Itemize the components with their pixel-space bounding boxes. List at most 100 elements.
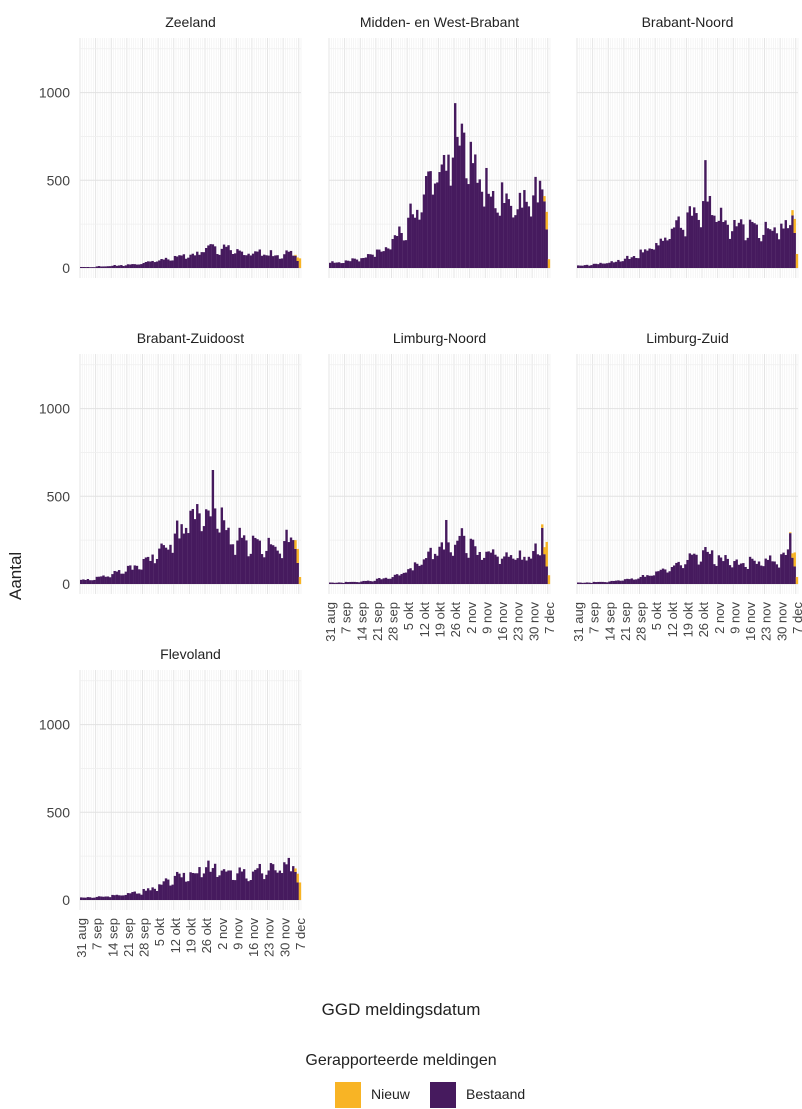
bar-bestaand bbox=[169, 260, 172, 268]
bar-nieuw bbox=[789, 532, 792, 534]
bar-bestaand bbox=[395, 574, 399, 584]
bar-bestaand bbox=[599, 262, 602, 268]
bar-bestaand bbox=[690, 554, 694, 584]
bar-bestaand bbox=[162, 545, 165, 584]
bar-bestaand bbox=[120, 895, 123, 900]
bar-bestaand bbox=[516, 209, 519, 268]
bar-bestaand bbox=[512, 217, 515, 268]
bar-bestaand bbox=[229, 870, 232, 900]
bar-bestaand bbox=[786, 228, 790, 268]
bar-bestaand bbox=[509, 205, 513, 268]
bar-bestaand bbox=[610, 261, 613, 268]
bar-bestaand bbox=[158, 884, 161, 900]
bar-bestaand bbox=[500, 558, 504, 584]
bar-bestaand bbox=[182, 254, 186, 268]
bar-bestaand bbox=[737, 564, 741, 584]
bar-bestaand bbox=[231, 544, 235, 584]
bar-bestaand bbox=[240, 871, 244, 900]
bar-bestaand bbox=[369, 254, 372, 268]
bar-bestaand bbox=[160, 884, 163, 900]
bar-bestaand bbox=[757, 238, 761, 268]
bar-bestaand bbox=[762, 566, 765, 584]
bar-bestaand bbox=[283, 254, 286, 268]
bar-bestaand bbox=[753, 560, 756, 584]
bar-bestaand bbox=[491, 549, 495, 584]
bar-bestaand bbox=[650, 575, 654, 584]
bar-bestaand bbox=[679, 227, 683, 268]
bar-bestaand bbox=[271, 545, 275, 584]
bar-bestaand bbox=[149, 560, 152, 584]
bar-bestaand bbox=[171, 552, 174, 584]
x-tick-label: 21 sep bbox=[370, 602, 385, 641]
bar-bestaand bbox=[722, 221, 725, 268]
bar-bestaand bbox=[483, 206, 486, 268]
bar-bestaand bbox=[409, 568, 412, 584]
bar-bestaand bbox=[404, 240, 408, 268]
bar-bestaand bbox=[543, 201, 546, 268]
bar-bestaand bbox=[274, 255, 277, 268]
bar-bestaand bbox=[474, 154, 477, 268]
bar-bestaand bbox=[335, 262, 339, 268]
bar-bestaand bbox=[234, 253, 237, 268]
bar-bestaand bbox=[527, 556, 531, 584]
bar-bestaand bbox=[353, 581, 356, 584]
x-tick-label: 19 okt bbox=[184, 918, 199, 954]
bar-bestaand bbox=[276, 872, 279, 900]
bar-bestaand bbox=[151, 260, 154, 268]
bar-bestaand bbox=[719, 207, 723, 268]
bar-bestaand bbox=[494, 554, 497, 584]
bar-bestaand bbox=[768, 229, 772, 268]
bar-bestaand bbox=[655, 243, 658, 268]
bar-nieuw bbox=[547, 259, 551, 268]
bar-bestaand bbox=[102, 575, 105, 584]
bar-bestaand bbox=[236, 540, 239, 584]
bar-bestaand bbox=[449, 185, 452, 268]
bar-bestaand bbox=[717, 220, 721, 268]
bar-bestaand bbox=[371, 254, 374, 268]
bar-bestaand bbox=[178, 873, 181, 900]
bar-bestaand bbox=[115, 894, 119, 900]
bar-bestaand bbox=[296, 260, 299, 268]
bar-bestaand bbox=[621, 580, 625, 584]
bar-bestaand bbox=[702, 550, 705, 584]
bar-bestaand bbox=[260, 255, 264, 268]
bar-bestaand bbox=[476, 554, 479, 584]
x-tick-label: 23 nov bbox=[511, 602, 526, 642]
bar-bestaand bbox=[82, 266, 85, 268]
x-tick-label: 26 okt bbox=[696, 602, 711, 638]
bar-bestaand bbox=[608, 262, 611, 268]
bar-bestaand bbox=[122, 266, 125, 268]
bar-bestaand bbox=[503, 556, 506, 584]
bar-bestaand bbox=[269, 544, 273, 584]
bar-bestaand bbox=[225, 246, 228, 268]
bar-bestaand bbox=[442, 549, 446, 584]
bar-bestaand bbox=[294, 871, 297, 900]
bar-bestaand bbox=[755, 224, 758, 268]
bar-bestaand bbox=[708, 553, 712, 584]
bar-bestaand bbox=[451, 555, 455, 584]
bar-bestaand bbox=[209, 516, 212, 584]
bar-bestaand bbox=[283, 862, 286, 900]
bar-bestaand bbox=[773, 561, 776, 584]
bar-bestaand bbox=[496, 556, 499, 584]
bar-bestaand bbox=[751, 221, 754, 268]
bar-bestaand bbox=[597, 264, 600, 268]
bar-bestaand bbox=[216, 254, 219, 268]
bar-bestaand bbox=[274, 870, 277, 900]
bar-bestaand bbox=[534, 543, 537, 584]
bar-nieuw bbox=[298, 882, 302, 900]
bar-bestaand bbox=[469, 538, 473, 584]
bar-bestaand bbox=[746, 237, 750, 268]
bar-bestaand bbox=[100, 576, 103, 584]
bar-bestaand bbox=[109, 897, 112, 900]
panel-title: Brabant-Noord bbox=[642, 14, 734, 30]
bar-bestaand bbox=[610, 580, 613, 584]
x-tick-label: 7 sep bbox=[339, 602, 354, 634]
bar-bestaand bbox=[218, 875, 221, 900]
bar-bestaand bbox=[429, 171, 432, 268]
bar-bestaand bbox=[362, 580, 365, 584]
bar-bestaand bbox=[364, 580, 368, 584]
bar-bestaand bbox=[346, 582, 350, 584]
bar-nieuw bbox=[294, 254, 297, 256]
